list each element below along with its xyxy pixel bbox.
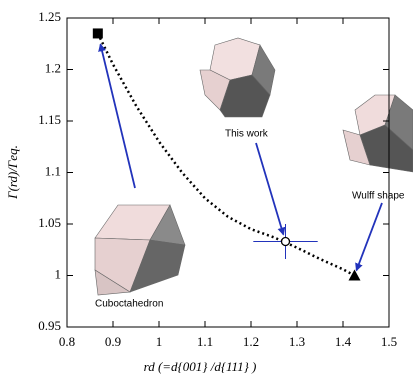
x-tick-label: 1.1 <box>197 334 213 349</box>
x-tick-label: 1.3 <box>289 334 305 349</box>
y-tick-label: 1 <box>55 266 62 281</box>
x-tick-label: 1.5 <box>381 334 397 349</box>
y-tick-label: 1.2 <box>45 60 61 75</box>
x-tick-label: 0.9 <box>105 334 121 349</box>
y-tick-label: 1.05 <box>38 215 61 230</box>
y-tick-label: 1.15 <box>38 112 61 127</box>
annotation: Cuboctahedron <box>95 299 163 310</box>
y-tick-label: 1.1 <box>45 163 61 178</box>
chart: rd (=d{001} /d{111} ) Γ(rd)/Γeq. 0.8 0.9 1… <box>0 0 413 380</box>
annotation: Wulff shape <box>352 191 405 202</box>
annotation: This work <box>225 129 269 140</box>
arrow <box>100 44 135 188</box>
x-tick-label: 1 <box>156 334 163 349</box>
x-tick-label: 1.2 <box>243 334 259 349</box>
arrow <box>256 143 283 235</box>
y-tick-label: 0.95 <box>38 318 61 333</box>
cuboctahedron-image <box>95 205 185 295</box>
wulff-shape-image <box>343 95 413 172</box>
square-marker <box>93 28 103 38</box>
circle-marker <box>282 238 290 246</box>
y-tick-label: 1.25 <box>38 9 61 24</box>
this-work-image <box>200 38 275 117</box>
arrow <box>356 203 382 270</box>
triangle-marker <box>349 270 361 281</box>
x-tick-label: 0.8 <box>59 334 75 349</box>
x-tick-label: 1.4 <box>335 334 352 349</box>
y-axis-label: Γ(rd)/Γeq. <box>5 145 20 200</box>
x-axis-label: rd (=d{001} /d{111} ) <box>144 359 257 374</box>
